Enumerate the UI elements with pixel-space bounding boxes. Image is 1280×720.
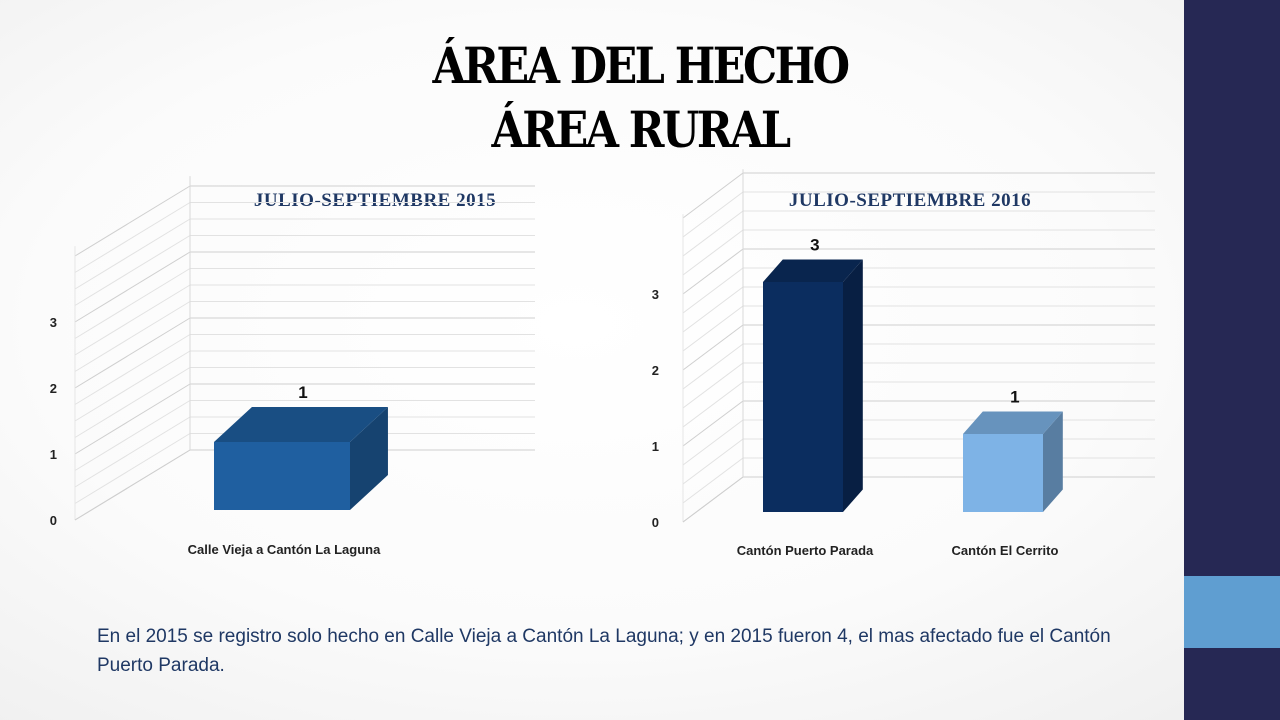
chart-gridline-side: [682, 362, 744, 409]
chart-gridline-side: [74, 317, 191, 389]
y-tick-label: 0: [50, 513, 57, 528]
chart-gridline-side: [682, 191, 744, 238]
chart-gridline-side: [74, 334, 191, 405]
x-category-label: Cantón El Cerrito: [952, 543, 1059, 558]
chart-2015: 0 1 2 3 1 Calle Vieja a Cantón La Laguna: [50, 176, 535, 557]
chart-gridline-side: [682, 267, 744, 314]
chart-gridline-side: [74, 301, 191, 372]
chart-gridline-side: [682, 286, 744, 333]
chart-gridline-side: [682, 229, 744, 276]
chart-gridline-side: [682, 438, 744, 485]
chart-gridline-side: [74, 416, 191, 488]
chart-gridline-side: [682, 457, 744, 504]
chart-title-2016: JULIO-SEPTIEMBRE 2016: [788, 190, 1032, 211]
bar-side: [843, 259, 863, 512]
slide-title-line-2: ÁREA RURAL: [491, 100, 792, 159]
bar-front: [214, 442, 350, 510]
chart-gridline-side: [74, 350, 191, 422]
chart-floor-edge: [74, 449, 191, 521]
chart-gridline-side: [682, 248, 744, 295]
chart-gridline-side: [682, 419, 744, 466]
chart-gridline-side: [74, 251, 191, 323]
chart-gridline-side: [682, 324, 744, 371]
chart-gridline-side: [682, 381, 744, 428]
chart-floor-edge: [682, 476, 744, 523]
chart-gridline-side: [682, 343, 744, 390]
bar-side: [350, 407, 388, 510]
x-category-label: Calle Vieja a Cantón La Laguna: [188, 542, 381, 557]
bar-value-label: 3: [810, 236, 819, 255]
bar-top: [763, 259, 863, 282]
chart-gridline-side: [74, 185, 191, 257]
chart-gridline-side: [74, 284, 191, 356]
slide-title-line-1: ÁREA DEL HECHO: [432, 36, 850, 95]
chart-gridline-side: [682, 172, 744, 219]
chart-gridline-side: [682, 210, 744, 257]
bar-front: [963, 434, 1043, 512]
y-tick-label: 3: [50, 315, 57, 330]
bar-front: [763, 282, 843, 512]
chart-gridline-side: [682, 305, 744, 352]
chart-gridline-side: [74, 433, 191, 504]
y-tick-label: 1: [652, 439, 659, 454]
bar-value-label: 1: [298, 383, 307, 402]
chart-gridline-side: [74, 202, 191, 273]
chart-gridline-side: [682, 400, 744, 447]
slide-caption: En el 2015 se registro solo hecho en Cal…: [97, 626, 1111, 676]
chart-gridline-side: [74, 383, 191, 455]
y-tick-label: 0: [652, 515, 659, 530]
y-tick-label: 1: [50, 447, 57, 462]
chart-2016: 0 1 2 3 3 Cantón Puerto Parada 1 Cantón El Cerr…: [652, 169, 1155, 558]
y-tick-label: 2: [50, 381, 57, 396]
bar-top: [214, 407, 388, 442]
bar-side: [1043, 411, 1063, 512]
y-tick-label: 2: [652, 363, 659, 378]
chart-gridline-side: [74, 268, 191, 339]
y-tick-label: 3: [652, 287, 659, 302]
chart-gridline-side: [74, 235, 191, 306]
x-category-label: Cantón Puerto Parada: [737, 543, 874, 558]
chart-title-2015: JULIO-SEPTIEMBRE 2015: [253, 190, 497, 211]
chart-gridline-side: [74, 400, 191, 471]
bar-top: [963, 411, 1063, 434]
chart-gridline-side: [74, 218, 191, 290]
sidebar-accent-block: [1184, 576, 1280, 648]
chart-gridline-side: [74, 367, 191, 438]
bar-value-label: 1: [1010, 388, 1019, 407]
